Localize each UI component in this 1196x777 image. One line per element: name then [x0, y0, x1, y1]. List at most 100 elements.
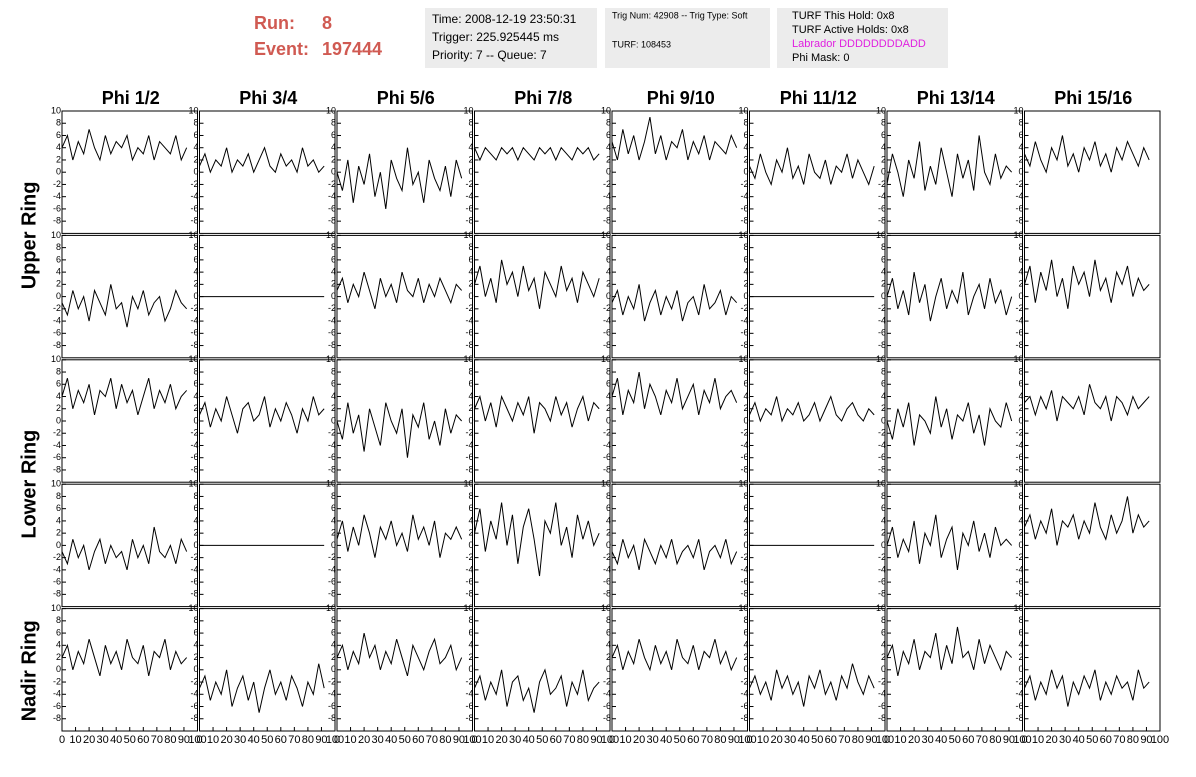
y-tick-label: 8 [468, 242, 473, 252]
x-tick-label: 50 [536, 734, 548, 746]
y-tick-label: 10 [326, 230, 336, 240]
panel-frame [474, 110, 611, 234]
y-tick-label: -8 [190, 216, 198, 226]
info-text: TURF This Hold: 0x8 [792, 10, 895, 22]
waveform [611, 537, 738, 571]
y-tick-label: 0 [193, 415, 198, 425]
y-tick-label: -6 [328, 576, 336, 586]
y-tick-label: 8 [743, 615, 748, 625]
y-tick-label: -2 [1015, 179, 1023, 189]
waveform [611, 117, 738, 161]
y-tick-label: -2 [740, 179, 748, 189]
y-tick-label: -4 [603, 191, 611, 201]
y-tick-label: 6 [606, 627, 611, 637]
info-text: TURF Active Holds: 0x8 [792, 24, 909, 36]
y-tick-label: -6 [53, 328, 61, 338]
x-tick-label: 100 [1013, 734, 1031, 746]
y-tick-label: 8 [606, 491, 611, 501]
y-tick-label: 0 [1018, 664, 1023, 674]
y-tick-label: 10 [188, 105, 198, 115]
y-tick-label: -2 [878, 179, 886, 189]
x-tick-label: 80 [714, 734, 726, 746]
y-tick-label: 4 [881, 515, 886, 525]
y-tick-label: 2 [606, 154, 611, 164]
column-title: Phi 13/14 [917, 88, 995, 108]
column-title: Phi 7/8 [514, 88, 572, 108]
y-tick-label: -6 [190, 328, 198, 338]
y-tick-label: -2 [740, 303, 748, 313]
x-tick-label: 20 [358, 734, 370, 746]
x-tick-label: 70 [563, 734, 575, 746]
y-tick-label: 6 [193, 627, 198, 637]
y-tick-label: 8 [331, 118, 336, 128]
y-tick-label: 4 [743, 391, 748, 401]
y-tick-label: 0 [468, 415, 473, 425]
x-tick-label: 90 [1140, 734, 1152, 746]
y-tick-label: 2 [56, 652, 61, 662]
y-tick-label: 10 [463, 105, 473, 115]
y-tick-label: 8 [193, 491, 198, 501]
y-tick-label: -6 [190, 576, 198, 586]
y-tick-label: -6 [740, 701, 748, 711]
y-tick-label: 2 [1018, 279, 1023, 289]
y-tick-label: 4 [56, 142, 61, 152]
y-tick-label: 4 [193, 515, 198, 525]
x-tick-label: 50 [949, 734, 961, 746]
y-tick-label: 6 [331, 503, 336, 513]
y-tick-label: -2 [465, 552, 473, 562]
y-tick-label: 0 [331, 415, 336, 425]
info-text: Phi Mask: 0 [792, 52, 849, 64]
y-tick-label: -2 [878, 428, 886, 438]
y-tick-label: 10 [601, 230, 611, 240]
y-tick-label: 2 [1018, 528, 1023, 538]
y-tick-label: -2 [328, 303, 336, 313]
x-tick-label: 100 [326, 734, 344, 746]
y-tick-label: 2 [56, 279, 61, 289]
x-tick-label: 0 [884, 734, 890, 746]
x-tick-label: 60 [137, 734, 149, 746]
y-tick-label: 10 [738, 354, 748, 364]
y-tick-label: -8 [465, 216, 473, 226]
x-tick-label: 60 [687, 734, 699, 746]
y-tick-label: 6 [56, 130, 61, 140]
x-tick-label: 40 [935, 734, 947, 746]
y-tick-label: 0 [331, 540, 336, 550]
y-tick-label: 10 [601, 105, 611, 115]
info-text: Time: 2008-12-19 23:50:31 [432, 12, 577, 26]
y-tick-label: -8 [740, 216, 748, 226]
x-tick-label: 60 [962, 734, 974, 746]
waveform [61, 284, 188, 328]
x-tick-label: 10 [69, 734, 81, 746]
y-tick-label: -2 [740, 676, 748, 686]
y-tick-label: 2 [743, 154, 748, 164]
y-tick-label: -8 [328, 216, 336, 226]
waveform [336, 514, 463, 558]
y-tick-label: 4 [881, 266, 886, 276]
y-tick-label: 4 [331, 640, 336, 650]
y-tick-label: 8 [468, 615, 473, 625]
y-tick-label: -2 [190, 179, 198, 189]
y-tick-label: 2 [468, 528, 473, 538]
y-tick-label: 6 [743, 627, 748, 637]
y-tick-label: 6 [881, 503, 886, 513]
waveform [61, 526, 188, 571]
y-tick-label: -4 [603, 440, 611, 450]
y-tick-label: -2 [328, 552, 336, 562]
y-tick-label: -8 [603, 713, 611, 723]
waveform [474, 502, 600, 577]
y-tick-label: -8 [1015, 464, 1023, 474]
y-tick-label: -2 [1015, 303, 1023, 313]
y-tick-label: -4 [190, 191, 198, 201]
y-tick-label: -4 [1015, 315, 1023, 325]
y-tick-label: -2 [465, 179, 473, 189]
y-tick-label: 4 [1018, 515, 1023, 525]
y-tick-label: -4 [190, 315, 198, 325]
x-tick-label: 80 [439, 734, 451, 746]
y-tick-label: 6 [468, 627, 473, 637]
panel-frame [1024, 359, 1161, 483]
waveform [886, 514, 1013, 570]
y-tick-label: 6 [56, 254, 61, 264]
waveform [474, 259, 600, 309]
y-tick-label: 6 [881, 130, 886, 140]
x-tick-label: 0 [471, 734, 477, 746]
